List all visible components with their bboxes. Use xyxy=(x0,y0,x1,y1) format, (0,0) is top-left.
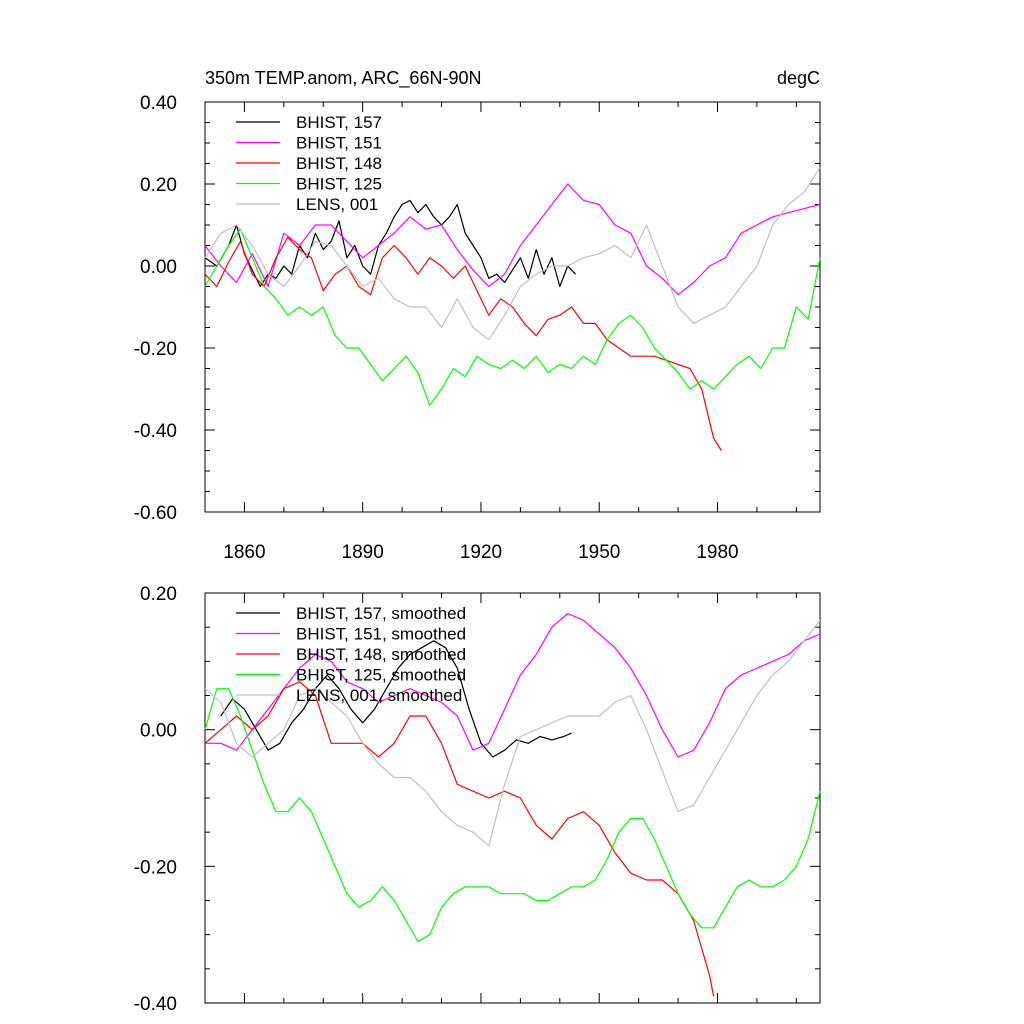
top-y-tick-label: -0.20 xyxy=(134,339,177,360)
chart-title: 350m TEMP.anom, ARC_66N-90N xyxy=(205,68,481,89)
top-x-tick-label: 1980 xyxy=(696,542,738,563)
top-y-tick-label: 0.00 xyxy=(140,257,177,278)
bottom-series-group xyxy=(204,612,821,997)
top-x-tick-label: 1860 xyxy=(223,542,265,563)
top-legend-label-3: BHIST, 125 xyxy=(296,175,382,194)
bottom-legend-label-1: BHIST, 151, smoothed xyxy=(296,625,466,644)
bottom-series-line-1 xyxy=(205,612,821,758)
top-legend-label-0: BHIST, 157 xyxy=(296,113,382,132)
units-label: degC xyxy=(777,68,820,88)
bottom-series-line-0 xyxy=(220,640,572,758)
top-legend-label-4: LENS, 001 xyxy=(296,195,378,214)
bottom-legend: BHIST, 157, smoothed BHIST, 151, smoothed… xyxy=(236,604,466,705)
top-panel: -0.60 -0.40 -0.20 0.00 0.20 0.40 1860 1890 1920… xyxy=(134,68,821,563)
top-x-tick-label: 1950 xyxy=(578,542,620,563)
bottom-y-tick-label: 0.00 xyxy=(140,721,177,742)
top-series-line-2 xyxy=(204,236,722,451)
bottom-x-axis xyxy=(243,593,797,1003)
top-legend-label-2: BHIST, 148 xyxy=(296,154,382,173)
bottom-y-tick-label: -0.20 xyxy=(134,857,177,878)
bottom-legend-label-2: BHIST, 148, smoothed xyxy=(296,645,466,664)
bottom-y-tick-label: -0.40 xyxy=(134,994,177,1015)
bottom-series-line-3 xyxy=(204,688,821,943)
top-legend-label-1: BHIST, 151 xyxy=(296,134,382,153)
top-y-tick-label: 0.20 xyxy=(140,175,177,196)
top-y-tick-label: 0.40 xyxy=(140,93,177,114)
bottom-legend-label-4: LENS, 001, smoothed xyxy=(296,686,462,705)
top-x-tick-label: 1890 xyxy=(342,542,384,563)
top-series-group xyxy=(204,167,821,451)
top-series-line-4 xyxy=(204,167,821,341)
bottom-legend-label-0: BHIST, 157, smoothed xyxy=(296,604,466,623)
top-series-line-3 xyxy=(204,228,821,406)
bottom-panel: -0.40-0.200.000.20 BHIST, 157, smoothedB… xyxy=(134,584,821,1015)
bottom-series-line-2 xyxy=(204,681,715,997)
top-y-tick-label: -0.40 xyxy=(134,421,177,442)
top-x-tick-label: 1920 xyxy=(460,542,502,563)
top-series-line-1 xyxy=(204,183,821,296)
top-x-axis: 1860 1890 1920 1950 1980 xyxy=(223,102,797,563)
bottom-legend-label-3: BHIST, 125, smoothed xyxy=(296,666,466,685)
bottom-y-tick-label: 0.20 xyxy=(140,584,177,605)
top-y-tick-label: -0.60 xyxy=(134,503,177,524)
bottom-series-line-4 xyxy=(204,619,821,847)
top-series-line-0 xyxy=(204,199,577,288)
top-y-axis: -0.60 -0.40 -0.20 0.00 0.20 0.40 xyxy=(134,93,820,524)
bottom-y-axis: -0.40 -0.20 0.00 0.20 xyxy=(134,584,820,1015)
